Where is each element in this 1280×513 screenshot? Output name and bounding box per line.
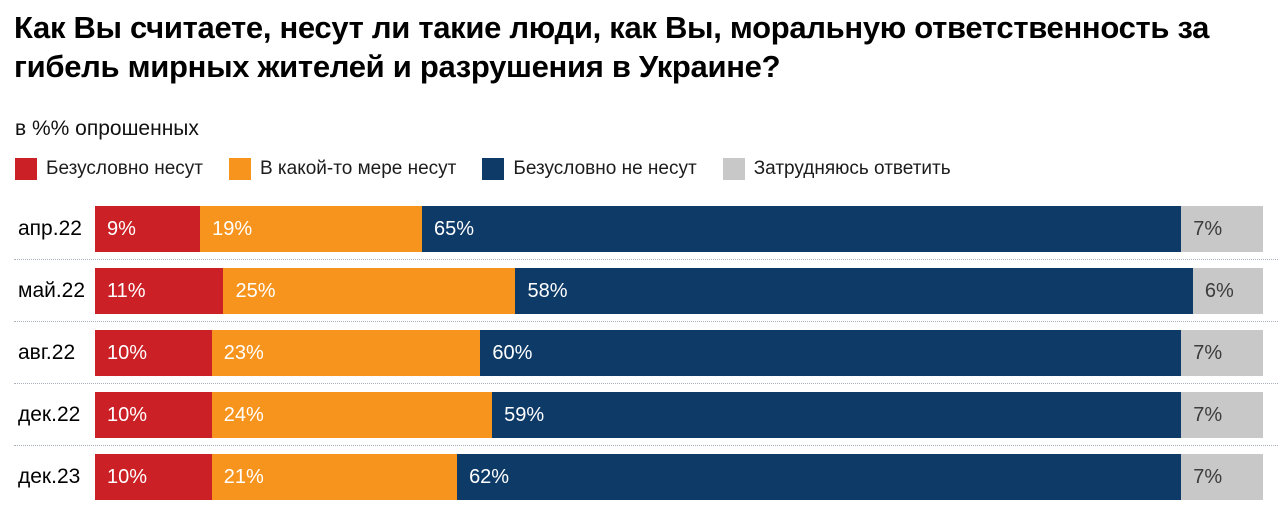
chart-title: Как Вы считаете, несут ли такие люди, ка… [14, 10, 1210, 84]
bar-segment: 24% [211, 392, 493, 438]
segment-value-label: 10% [107, 465, 148, 488]
category-label: дек.22 [18, 403, 81, 426]
chart-row: авг.22 10% 23% 60% 7% [0, 330, 1280, 376]
legend-swatch-icon [482, 158, 505, 180]
chart-row: дек.22 10% 24% 59% 7% [0, 392, 1280, 438]
legend-item: Безусловно не несут [482, 158, 697, 180]
stacked-bar: 11% 25% 58% 6% [95, 268, 1263, 314]
segment-value-label: 60% [492, 341, 533, 364]
bar-segment: 10% [95, 454, 212, 500]
stacked-bar: 10% 24% 59% 7% [95, 392, 1263, 438]
segment-value-label: 9% [107, 217, 136, 240]
chart-row: май.22 11% 25% 58% 6% [0, 268, 1280, 314]
bar-segment: 9% [95, 206, 201, 252]
segment-value-label: 21% [223, 465, 264, 488]
segment-value-label: 19% [212, 217, 253, 240]
stacked-bar: 10% 23% 60% 7% [95, 330, 1263, 376]
segment-value-label: 7% [1193, 341, 1223, 364]
legend-swatch-icon [722, 158, 745, 180]
legend-item: Затрудняюсь ответить [722, 158, 951, 180]
category-label: апр.22 [18, 217, 82, 240]
legend-label: Безусловно несут [46, 158, 203, 179]
bar-segment: 7% [1181, 330, 1263, 376]
segment-value-label: 58% [527, 279, 568, 302]
bar-segment: 10% [95, 392, 212, 438]
legend-swatch-icon [228, 158, 251, 180]
segment-value-label: 25% [235, 279, 276, 302]
row-separator [14, 321, 1278, 322]
legend-swatch-icon [15, 158, 37, 180]
legend-item: В какой-то мере несут [228, 158, 457, 180]
bar-segment: 58% [515, 268, 1193, 314]
segment-value-label: 7% [1193, 465, 1223, 488]
bar-segment: 19% [200, 206, 423, 252]
stacked-bar: 9% 19% 65% 7% [95, 206, 1263, 252]
stacked-bar-chart: апр.22 9% 19% 65% 7% май.22 11% 25% 58% 6% авг.22 1… [0, 206, 1280, 500]
chart-row: дек.23 10% 21% 62% 7% [0, 454, 1280, 500]
legend: Безусловно несут В какой-то мере несут Без… [15, 158, 951, 180]
category-label: дек.23 [18, 465, 81, 488]
legend-label: Безусловно не несут [513, 158, 697, 179]
bar-segment: 59% [492, 392, 1182, 438]
segment-value-label: 62% [469, 465, 510, 488]
bar-segment: 60% [480, 330, 1182, 376]
row-separator [14, 445, 1278, 446]
chart-row: апр.22 9% 19% 65% 7% [0, 206, 1280, 252]
bar-segment: 21% [211, 454, 458, 500]
segment-value-label: 59% [504, 403, 545, 426]
row-separator [14, 259, 1278, 260]
segment-value-label: 6% [1204, 279, 1234, 302]
segment-value-label: 10% [107, 341, 148, 364]
chart-subtitle: в %% опрошенных [15, 117, 199, 140]
segment-value-label: 7% [1193, 217, 1223, 240]
bar-segment: 11% [95, 268, 224, 314]
bar-segment: 65% [422, 206, 1182, 252]
bar-segment: 62% [457, 454, 1182, 500]
segment-value-label: 24% [223, 403, 264, 426]
legend-label: В какой-то мере несут [259, 158, 457, 179]
bar-segment: 7% [1181, 206, 1263, 252]
segment-value-label: 7% [1193, 403, 1223, 426]
bar-segment: 7% [1181, 454, 1263, 500]
segment-value-label: 65% [434, 217, 475, 240]
category-label: авг.22 [18, 341, 76, 364]
segment-value-label: 11% [107, 279, 146, 302]
category-label: май.22 [18, 279, 86, 302]
segment-value-label: 10% [107, 403, 148, 426]
row-separator [14, 383, 1278, 384]
bar-segment: 25% [223, 268, 516, 314]
stacked-bar: 10% 21% 62% 7% [95, 454, 1263, 500]
bar-segment: 10% [95, 330, 212, 376]
bar-segment: 6% [1192, 268, 1263, 314]
segment-value-label: 23% [223, 341, 264, 364]
legend-item: Безусловно несут [15, 158, 203, 180]
legend-label: Затрудняюсь ответить [753, 158, 951, 179]
bar-segment: 7% [1181, 392, 1263, 438]
bar-segment: 23% [211, 330, 481, 376]
